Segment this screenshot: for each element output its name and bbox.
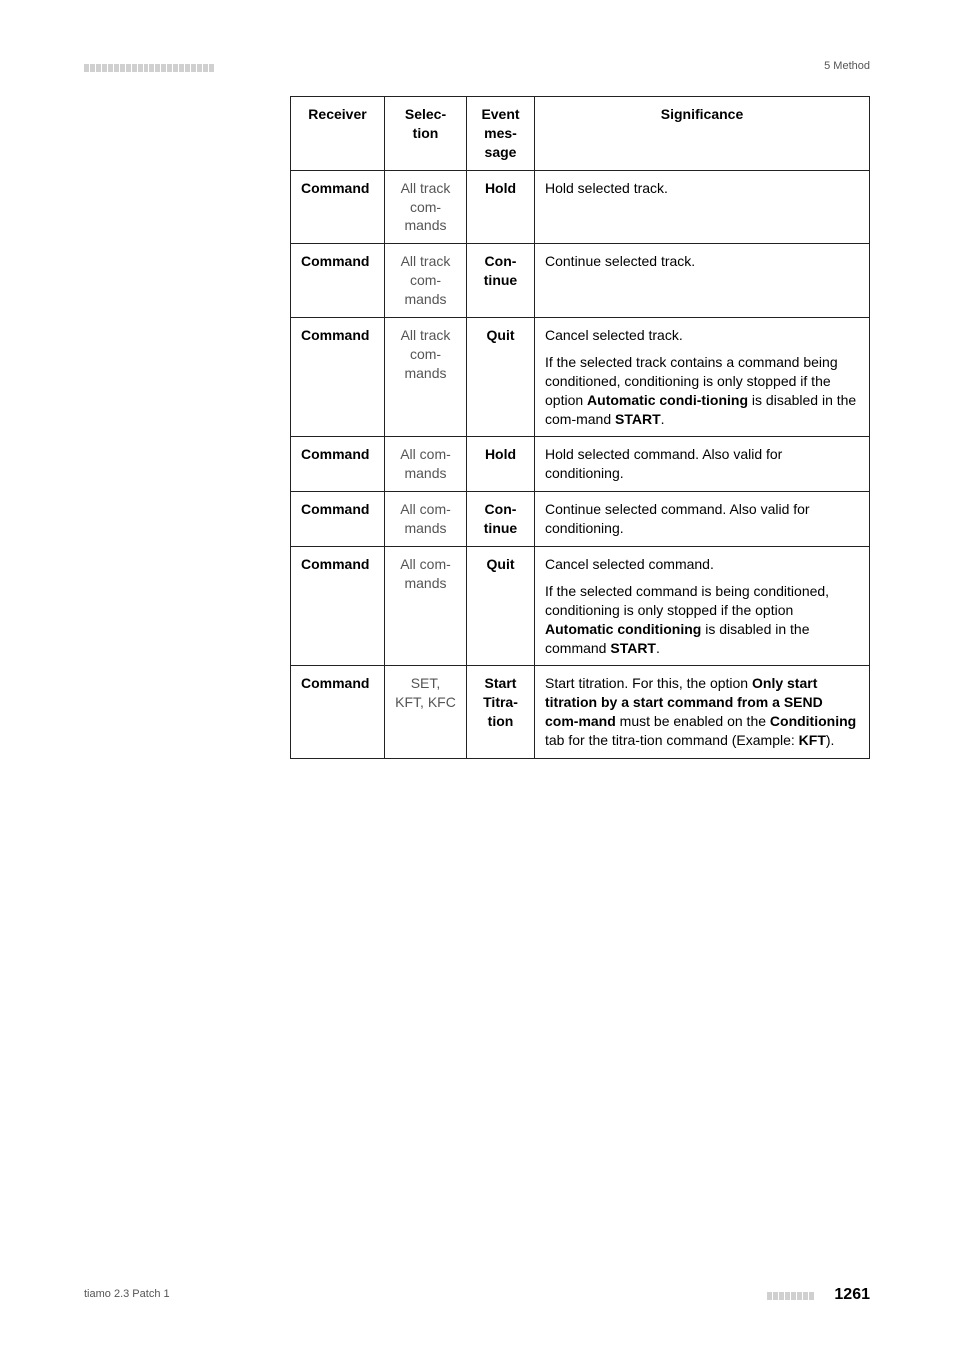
header-section-label: 5 Method — [824, 60, 870, 72]
sig-line: Start titration. For this, the option On… — [545, 674, 859, 750]
cell-event: Hold — [467, 437, 535, 492]
sig-line: Cancel selected track. — [545, 326, 859, 345]
header-decoration-bar — [84, 64, 214, 72]
sig-line: Cancel selected command. — [545, 555, 859, 574]
table-row: Command All com-mands Quit Cancel select… — [291, 547, 870, 666]
cell-event: Con-tinue — [467, 244, 535, 318]
footer-page-number: 1261 — [834, 1286, 870, 1304]
cell-selection: All track com-mands — [385, 170, 467, 244]
col-selection: Selec- tion — [385, 97, 467, 171]
cell-event: Con-tinue — [467, 492, 535, 547]
cell-significance: Continue selected command. Also valid fo… — [535, 492, 870, 547]
col-receiver: Receiver — [291, 97, 385, 171]
table-row: Command All track com-mands Quit Cancel … — [291, 318, 870, 437]
cell-significance: Hold selected command. Also valid for co… — [535, 437, 870, 492]
cell-receiver: Command — [291, 170, 385, 244]
cell-significance: Start titration. For this, the option On… — [535, 666, 870, 759]
cell-event: Start Titra-tion — [467, 666, 535, 759]
cell-event: Quit — [467, 318, 535, 437]
cell-selection: All com-mands — [385, 492, 467, 547]
footer-decoration-bar — [767, 1292, 814, 1300]
cell-receiver: Command — [291, 547, 385, 666]
cell-selection: All com-mands — [385, 437, 467, 492]
cell-receiver: Command — [291, 437, 385, 492]
cell-selection: All com-mands — [385, 547, 467, 666]
col-significance: Significance — [535, 97, 870, 171]
cell-significance: Cancel selected track. If the selected t… — [535, 318, 870, 437]
cell-significance: Cancel selected command. If the selected… — [535, 547, 870, 666]
cell-selection: All track com-mands — [385, 318, 467, 437]
cell-selection: All track com-mands — [385, 244, 467, 318]
cell-selection: SET, KFT, KFC — [385, 666, 467, 759]
cell-receiver: Command — [291, 666, 385, 759]
table-header-row: Receiver Selec- tion Event mes- sage Sig… — [291, 97, 870, 171]
table-row: Command SET, KFT, KFC Start Titra-tion S… — [291, 666, 870, 759]
cell-receiver: Command — [291, 244, 385, 318]
cell-event: Hold — [467, 170, 535, 244]
sig-line: If the selected command is being conditi… — [545, 582, 859, 658]
col-event: Event mes- sage — [467, 97, 535, 171]
table-row: Command All com-mands Hold Hold selected… — [291, 437, 870, 492]
cell-receiver: Command — [291, 318, 385, 437]
cell-significance: Hold selected track. — [535, 170, 870, 244]
cell-significance: Continue selected track. — [535, 244, 870, 318]
table-row: Command All track com-mands Hold Hold se… — [291, 170, 870, 244]
sig-line: If the selected track contains a command… — [545, 353, 859, 429]
cell-event: Quit — [467, 547, 535, 666]
cell-receiver: Command — [291, 492, 385, 547]
method-table: Receiver Selec- tion Event mes- sage Sig… — [290, 96, 870, 759]
footer-version: tiamo 2.3 Patch 1 — [84, 1288, 170, 1300]
table-row: Command All com-mands Con-tinue Continue… — [291, 492, 870, 547]
table-row: Command All track com-mands Con-tinue Co… — [291, 244, 870, 318]
